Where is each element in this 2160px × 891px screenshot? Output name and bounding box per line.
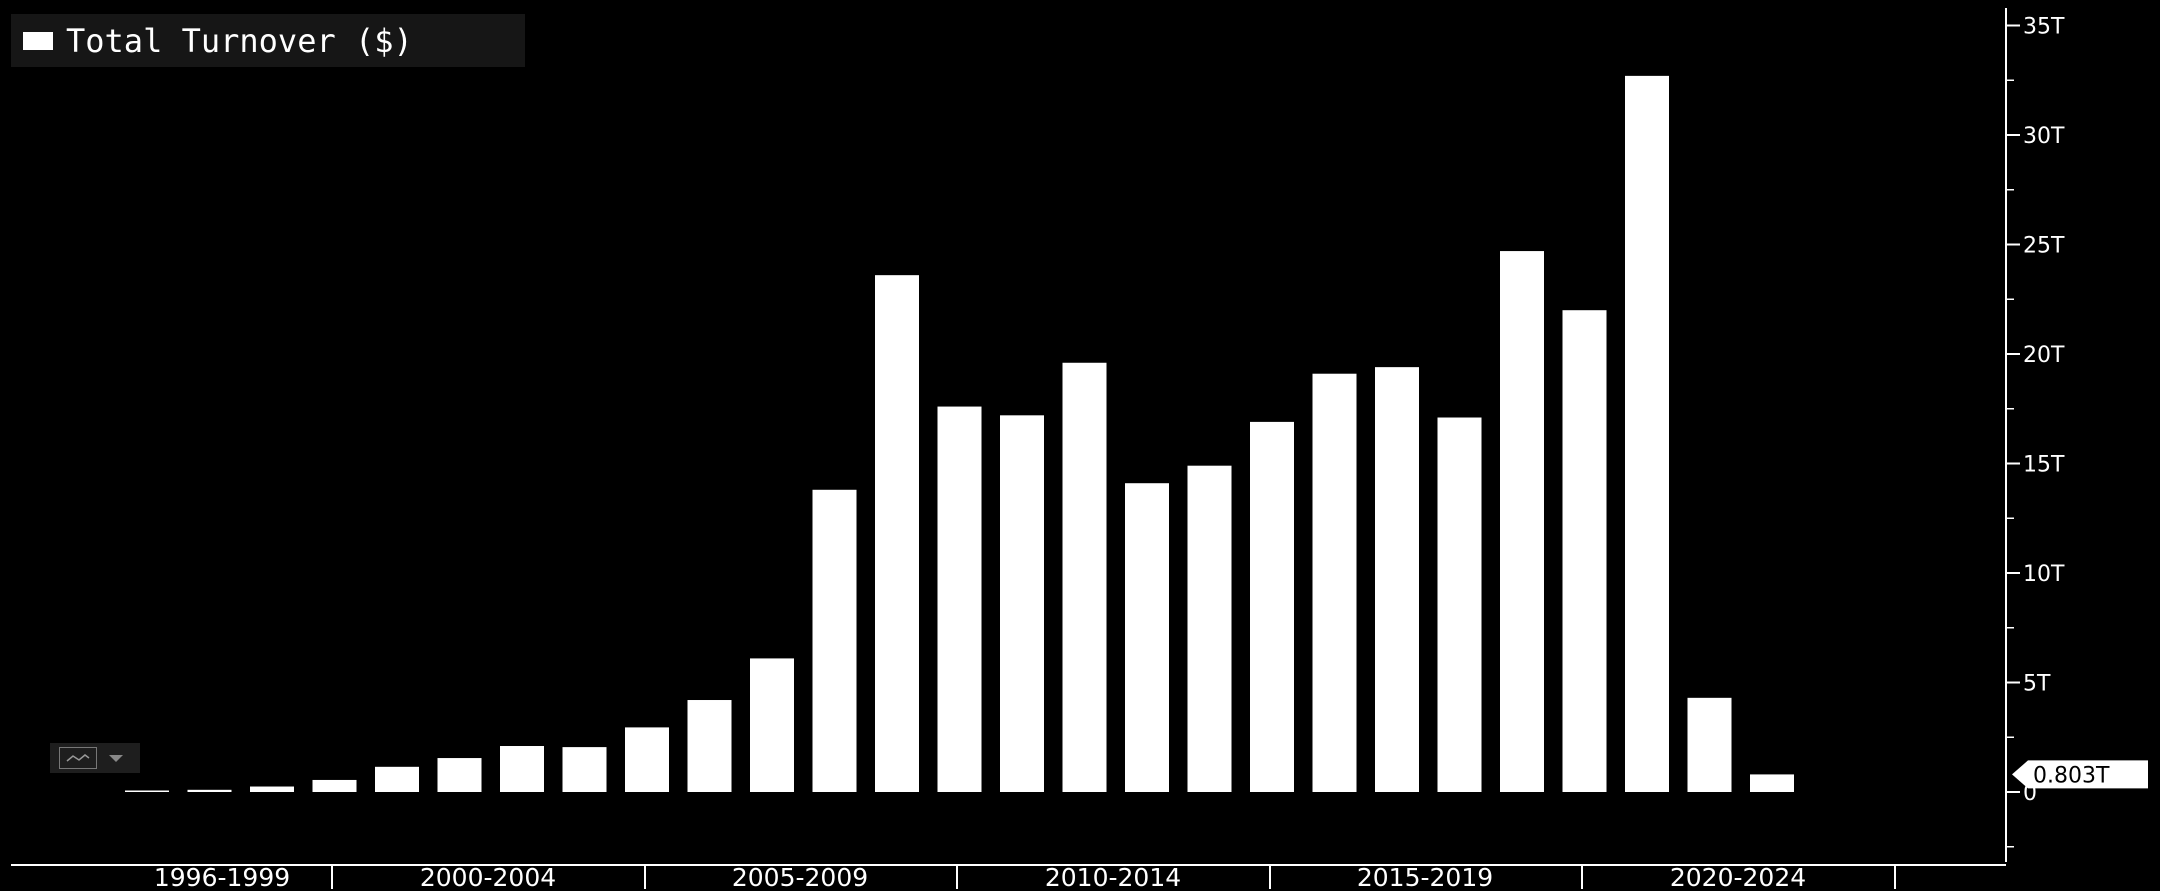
bar-2007 — [687, 700, 732, 792]
bar-2023 — [1687, 697, 1732, 792]
bar-2024 — [1750, 774, 1794, 792]
bar-2019 — [1437, 417, 1482, 792]
y-tick-label: 20T — [2023, 343, 2065, 368]
bar-2016 — [1250, 421, 1294, 792]
x-group-label: 2010-2014 — [1045, 863, 1181, 891]
bar-2000 — [250, 786, 294, 792]
bar-2012 — [1000, 415, 1044, 792]
x-group-label: 1996-1999 — [154, 863, 290, 891]
last-value-label: 0.803T — [2033, 763, 2110, 788]
bar-2001 — [312, 779, 357, 792]
bar-1998 — [125, 790, 169, 792]
last-value-marker — [2012, 760, 2148, 789]
bar-2003 — [437, 758, 482, 792]
x-group-label: 2015-2019 — [1357, 863, 1493, 891]
bar-2006 — [625, 727, 669, 792]
bar-2005 — [562, 747, 607, 792]
bar-1999 — [187, 789, 232, 792]
y-tick-label: 15T — [2023, 453, 2065, 478]
x-group-label: 2020-2024 — [1670, 863, 1806, 891]
bar-2002 — [375, 766, 419, 792]
legend: Total Turnover ($) — [11, 14, 525, 67]
bar-2009 — [812, 489, 857, 792]
y-tick-label: 35T — [2023, 15, 2065, 40]
y-tick-label: 10T — [2023, 562, 2065, 587]
bar-2011 — [937, 406, 982, 792]
legend-swatch — [23, 31, 53, 50]
bar-2022 — [1625, 75, 1669, 793]
legend-label: Total Turnover ($) — [66, 21, 413, 60]
bar-2015 — [1187, 465, 1232, 792]
bar-2004 — [500, 746, 544, 792]
x-group-label: 2000-2004 — [420, 863, 556, 891]
bar-2017 — [1312, 373, 1357, 792]
bar-2010 — [875, 275, 919, 792]
chart-type-button[interactable] — [50, 743, 140, 773]
bar-2018 — [1375, 367, 1419, 792]
bar-2020 — [1500, 251, 1544, 792]
bar-2014 — [1125, 483, 1169, 792]
x-group-label: 2005-2009 — [732, 863, 868, 891]
y-tick-label: 5T — [2023, 672, 2051, 697]
y-tick-label: 25T — [2023, 234, 2065, 259]
bar-2021 — [1562, 310, 1607, 792]
chevron-down-icon — [109, 754, 123, 762]
bar-2013 — [1062, 362, 1107, 792]
y-tick-label: 30T — [2023, 124, 2065, 149]
line-chart-icon — [59, 747, 97, 769]
bar-2008 — [750, 658, 794, 792]
